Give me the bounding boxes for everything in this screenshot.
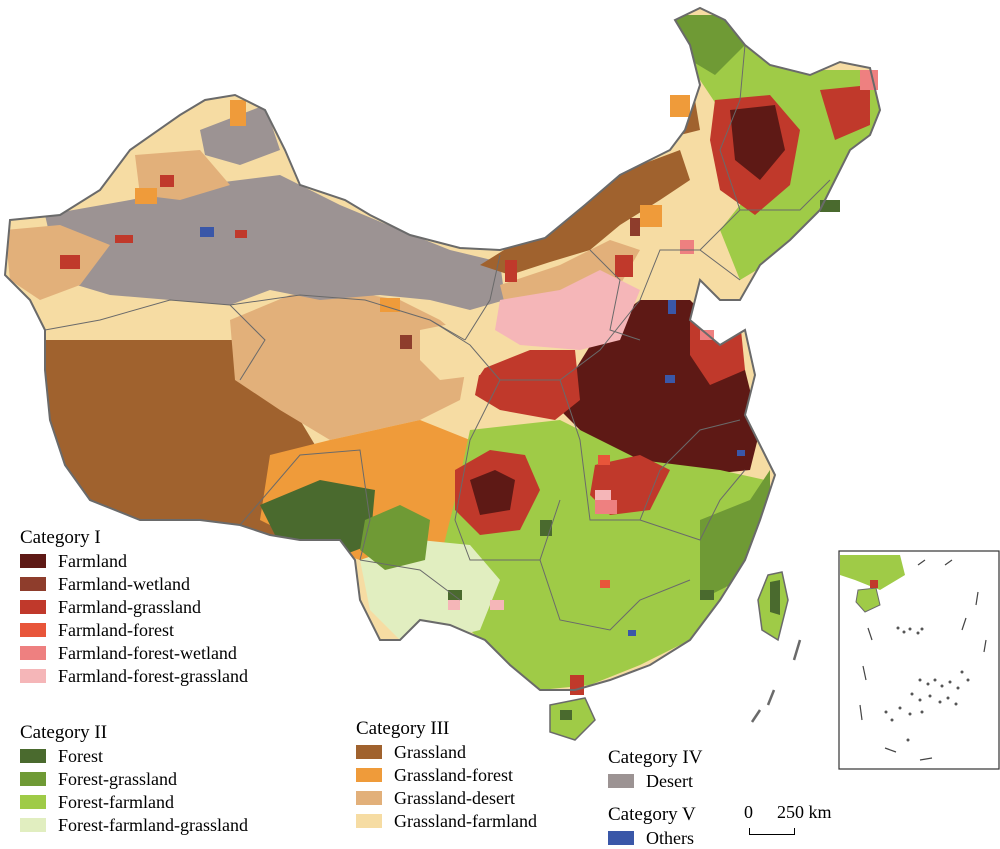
south-china-sea-inset <box>838 550 1000 770</box>
scale-bar: 0 250 km <box>744 800 854 840</box>
legend-item-grassland-forest: Grassland-forest <box>356 763 537 786</box>
legend-swatch <box>20 817 46 832</box>
legend-item-label: Forest-grassland <box>58 768 177 789</box>
legend-item-others: Others <box>608 826 696 849</box>
legend-category-iii: Category III Grassland Grassland-forest … <box>356 718 537 832</box>
legend-item-label: Farmland <box>58 550 127 571</box>
legend-item-label: Farmland-forest-grassland <box>58 665 248 686</box>
legend-category-i: Category I Farmland Farmland-wetland Far… <box>20 527 248 687</box>
legend-item-label: Forest-farmland <box>58 791 174 812</box>
legend-item-grassland: Grassland <box>356 740 537 763</box>
legend-item-label: Forest <box>58 745 103 766</box>
legend-item-label: Farmland-wetland <box>58 573 190 594</box>
legend-category-title: Category III <box>356 718 450 739</box>
legend-item-label: Grassland-farmland <box>394 810 537 831</box>
legend-item-farmland-wetland: Farmland-wetland <box>20 572 248 595</box>
legend-item-label: Others <box>646 827 694 848</box>
legend-item-farmland-forest-wetland: Farmland-forest-wetland <box>20 641 248 664</box>
legend-item-forest-farmland: Forest-farmland <box>20 790 248 813</box>
legend-item-label: Grassland <box>394 741 466 762</box>
legend-item-grassland-desert: Grassland-desert <box>356 786 537 809</box>
legend-item-label: Grassland-desert <box>394 787 515 808</box>
legend-item-farmland-forest-grassland: Farmland-forest-grassland <box>20 664 248 687</box>
legend-category-title: Category II <box>20 722 108 743</box>
legend-item-label: Desert <box>646 770 693 791</box>
legend-swatch <box>608 773 634 788</box>
legend-category-ii: Category II Forest Forest-grassland Fore… <box>20 722 248 836</box>
legend-item-label: Farmland-forest-wetland <box>58 642 237 663</box>
legend-swatch <box>20 576 46 591</box>
legend-swatch <box>356 767 382 782</box>
legend-category-title: Category IV <box>608 747 703 768</box>
legend-category-v: Category V Others <box>608 804 696 849</box>
legend-swatch <box>20 622 46 637</box>
legend-item-forest-farmland-grassland: Forest-farmland-grassland <box>20 813 248 836</box>
legend-item-farmland-grassland: Farmland-grassland <box>20 595 248 618</box>
scale-distance-label: 250 km <box>777 802 832 822</box>
scale-line <box>749 828 795 835</box>
legend-swatch <box>20 553 46 568</box>
legend-swatch <box>356 813 382 828</box>
legend-swatch <box>20 668 46 683</box>
legend-item-label: Grassland-forest <box>394 764 513 785</box>
legend-item-desert: Desert <box>608 769 702 792</box>
legend-item-grassland-farmland: Grassland-farmland <box>356 809 537 832</box>
legend-item-label: Farmland-forest <box>58 619 174 640</box>
legend-item-label: Farmland-grassland <box>58 596 201 617</box>
legend-swatch <box>20 599 46 614</box>
legend-item-forest-grassland: Forest-grassland <box>20 767 248 790</box>
legend-category-title: Category I <box>20 527 101 548</box>
legend-swatch <box>20 794 46 809</box>
legend-item-farmland-forest: Farmland-forest <box>20 618 248 641</box>
legend-category-title: Category V <box>608 804 696 825</box>
legend-swatch <box>608 830 634 845</box>
legend-item-forest: Forest <box>20 744 248 767</box>
legend-swatch <box>20 645 46 660</box>
legend-swatch <box>356 790 382 805</box>
legend-swatch <box>356 744 382 759</box>
scale-zero-label: 0 <box>744 802 753 822</box>
legend-category-iv: Category IV Desert <box>608 747 702 792</box>
legend-item-farmland: Farmland <box>20 549 248 572</box>
legend-item-label: Forest-farmland-grassland <box>58 814 248 835</box>
legend-swatch <box>20 748 46 763</box>
legend-swatch <box>20 771 46 786</box>
